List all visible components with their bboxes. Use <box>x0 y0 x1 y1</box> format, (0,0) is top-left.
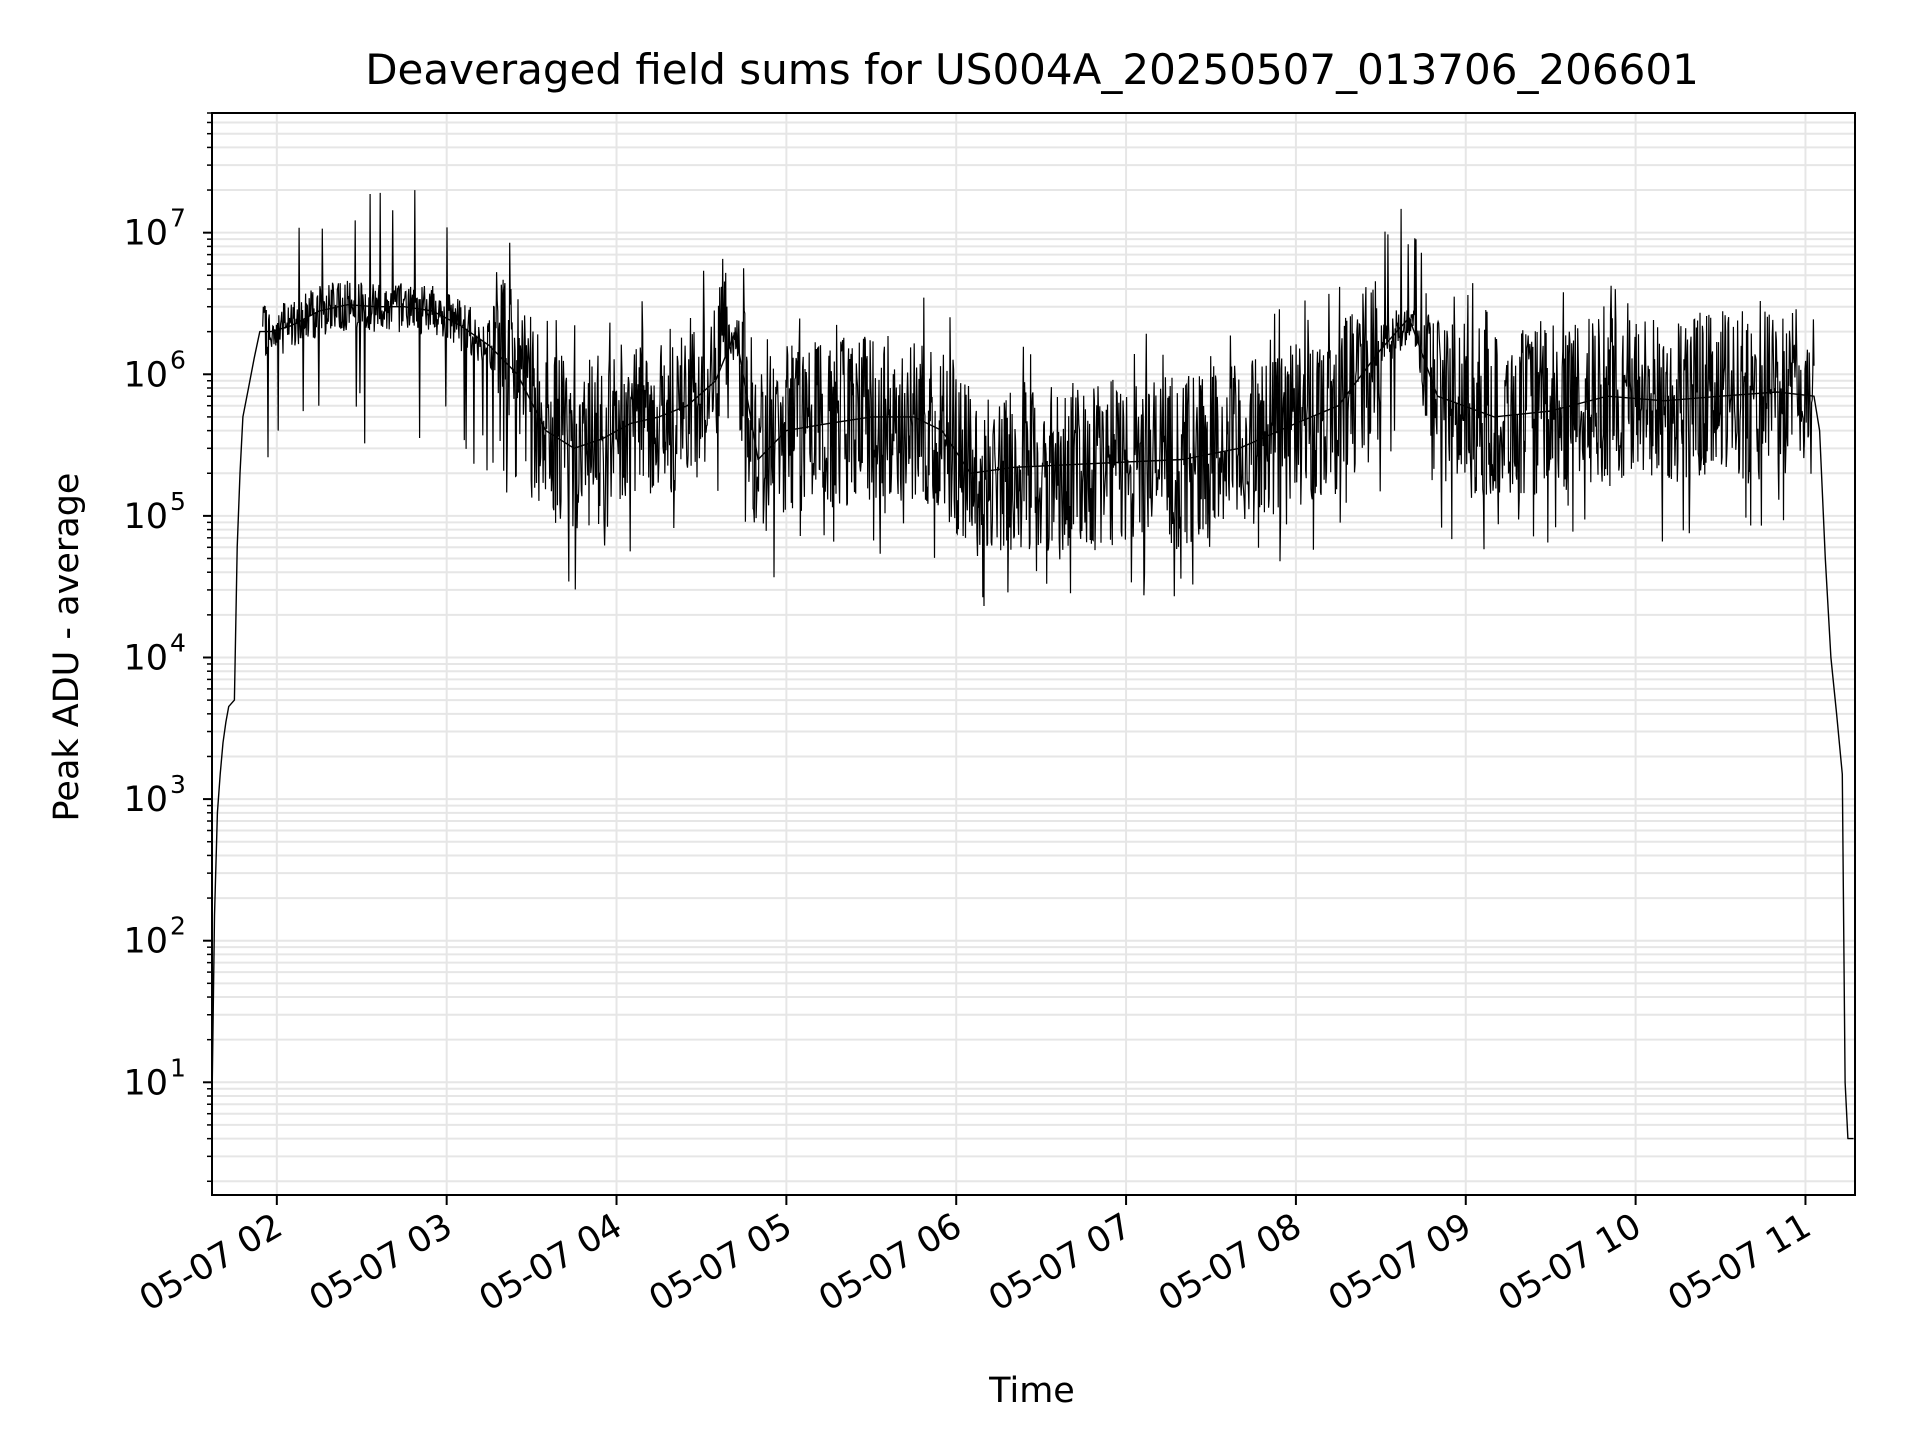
y-tick-label: 10 1 <box>123 1053 185 1103</box>
y-tick-label: 10 5 <box>123 487 185 537</box>
y-tick-exponent: 4 <box>170 628 186 657</box>
plot-frame <box>211 112 1856 1196</box>
y-tick-label: 10 2 <box>123 912 185 962</box>
y-tick-base: 10 <box>123 214 168 254</box>
y-tick-base: 10 <box>123 355 168 395</box>
y-tick-exponent: 2 <box>170 912 186 941</box>
grid-layer <box>212 112 1855 1195</box>
y-tick-exponent: 3 <box>170 770 186 799</box>
y-tick-label: 10 3 <box>123 770 185 820</box>
series-jitter <box>262 190 1815 607</box>
y-tick-label: 10 7 <box>123 204 185 254</box>
y-tick-exponent: 6 <box>170 345 186 374</box>
y-tick-base: 10 <box>123 497 168 537</box>
y-tick-exponent: 7 <box>170 204 186 233</box>
x-axis-title: Time <box>988 1371 1075 1411</box>
y-tick-label: 10 6 <box>123 345 185 395</box>
y-tick-base: 10 <box>123 780 168 820</box>
y-tick-exponent: 5 <box>170 487 186 516</box>
noise-layer <box>262 190 1815 607</box>
y-tick-base: 10 <box>123 1063 168 1103</box>
y-tick-base: 10 <box>123 638 168 678</box>
chart-title: Deaveraged field sums for US004A_2025050… <box>365 45 1699 94</box>
y-tick-exponent: 1 <box>170 1053 186 1082</box>
series-line <box>211 304 1854 1140</box>
series-layer <box>211 304 1854 1140</box>
y-tick-label: 10 4 <box>123 628 185 678</box>
y-axis-title: Peak ADU - average <box>47 473 87 822</box>
y-tick-base: 10 <box>123 922 168 962</box>
